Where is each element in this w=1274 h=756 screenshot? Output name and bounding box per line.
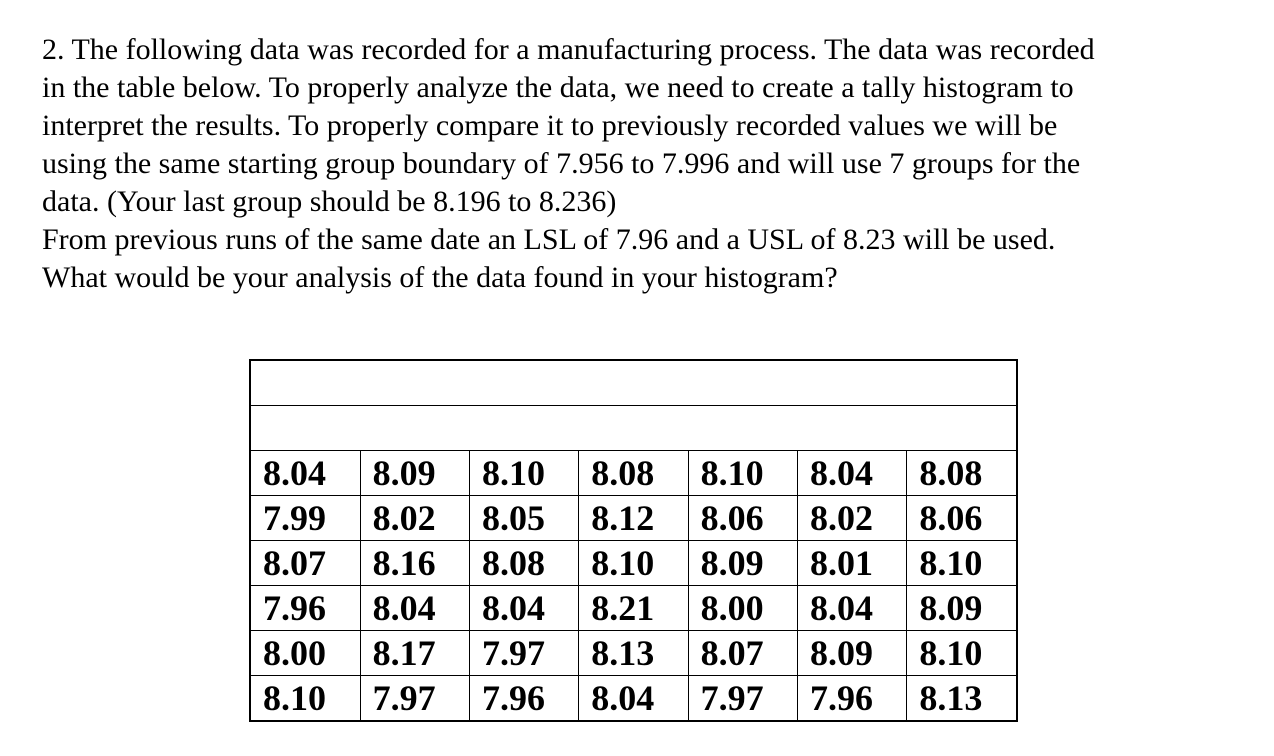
table-cell: 8.00: [687, 585, 799, 631]
table-cell: 8.04: [468, 585, 580, 631]
table-cell: 7.96: [249, 585, 361, 631]
table-cell: 8.04: [797, 450, 908, 496]
table-cell: 8.16: [359, 540, 470, 586]
table-cell: 8.04: [249, 450, 361, 496]
table-row: 8.07 8.16 8.08 8.10 8.09 8.01 8.10: [249, 540, 1018, 586]
table-row: 7.99 8.02 8.05 8.12 8.06 8.02 8.06: [249, 495, 1018, 541]
table-cell: 7.96: [468, 675, 580, 722]
table-row: 7.96 8.04 8.04 8.21 8.00 8.04 8.09: [249, 585, 1018, 631]
table-header-cell: [249, 405, 1018, 451]
table-cell: 8.04: [359, 585, 470, 631]
question-line: interpret the results. To properly compa…: [42, 109, 1058, 142]
table-row: 8.00 8.17 7.97 8.13 8.07 8.09 8.10: [249, 630, 1018, 676]
table-cell: 7.97: [359, 675, 470, 722]
data-table: 8.04 8.09 8.10 8.08 8.10 8.04 8.08 7.99 8.02 8.05…: [249, 359, 1018, 722]
question-line: What would be your analysis of the data …: [42, 261, 838, 294]
table-cell: 8.12: [578, 495, 689, 541]
table-cell: 8.10: [578, 540, 689, 586]
table-row: 8.10 7.97 7.96 8.04 7.97 7.96 8.13: [249, 675, 1018, 722]
table-cell: 8.09: [797, 630, 908, 676]
table-cell: 8.10: [468, 450, 580, 496]
table-cell: 8.09: [687, 540, 799, 586]
table-cell: 8.05: [468, 495, 580, 541]
table-cell: 8.13: [906, 675, 1018, 722]
table-cell: 8.09: [359, 450, 470, 496]
table-cell: 8.01: [797, 540, 908, 586]
table-cell: 8.04: [578, 675, 689, 722]
table-header-row: [249, 405, 1018, 451]
table-row: 8.04 8.09 8.10 8.08 8.10 8.04 8.08: [249, 450, 1018, 496]
table-cell: 8.10: [687, 450, 799, 496]
question-line: From previous runs of the same date an L…: [42, 223, 1056, 256]
question-line: data. (Your last group should be 8.196 t…: [42, 185, 617, 218]
table-cell: 7.97: [687, 675, 799, 722]
table-cell: 8.02: [797, 495, 908, 541]
table-cell: 8.00: [249, 630, 361, 676]
table-cell: 7.99: [249, 495, 361, 541]
table-cell: 8.10: [906, 630, 1018, 676]
table-cell: 8.02: [359, 495, 470, 541]
question-line: in the table below. To properly analyze …: [42, 71, 1074, 104]
question-text: 2. The following data was recorded for a…: [42, 31, 1242, 297]
table-cell: 7.97: [468, 630, 580, 676]
question-line: using the same starting group boundary o…: [42, 147, 1081, 180]
question-line: 2. The following data was recorded for a…: [42, 33, 1095, 66]
table-cell: 8.08: [468, 540, 580, 586]
table-cell: 8.17: [359, 630, 470, 676]
table-cell: 8.08: [906, 450, 1018, 496]
table-cell: 8.07: [687, 630, 799, 676]
table-cell: 8.06: [687, 495, 799, 541]
table-cell: 8.10: [906, 540, 1018, 586]
table-header-row: [249, 359, 1018, 406]
table-cell: 8.10: [249, 675, 361, 722]
table-cell: 7.96: [797, 675, 908, 722]
table-cell: 8.21: [578, 585, 689, 631]
table-cell: 8.13: [578, 630, 689, 676]
table-cell: 8.04: [797, 585, 908, 631]
table-cell: 8.07: [249, 540, 361, 586]
table-cell: 8.06: [906, 495, 1018, 541]
table-header-cell: [249, 359, 1018, 406]
table-cell: 8.08: [578, 450, 689, 496]
table-cell: 8.09: [906, 585, 1018, 631]
